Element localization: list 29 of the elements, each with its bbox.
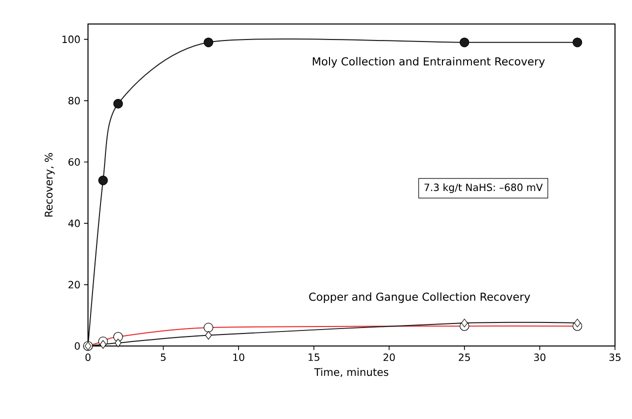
x-tick-label: 10 [233,354,244,362]
point [100,340,106,349]
point [460,38,470,48]
annotation: Copper and Gangue Collection Recovery [309,292,530,304]
x-tick-label: 15 [308,354,320,361]
point [114,338,122,348]
point [574,318,581,328]
annotation: Moly Collection and Entrainment Recovery [312,57,545,68]
x-tick-label: 0 [85,354,91,362]
y-tick-label: 20 [68,280,80,288]
x-axis-title: Time, minutes [314,368,388,378]
point [205,330,212,340]
x-tick-label: 5 [160,354,166,361]
x-tick-label: 35 [609,354,620,362]
y-axis-title: Recovery, % [44,153,55,217]
point [113,98,123,109]
point [204,38,214,48]
annotation: 7.3 kg/t NaHS: –680 mV [424,183,543,194]
y-tick-label: 60 [68,158,80,166]
y-tick-label: 80 [68,96,80,104]
x-tick-label: 20 [384,354,395,362]
x-tick-label: 30 [534,354,546,362]
point [98,176,108,186]
x-tick-label: 25 [458,354,470,362]
y-tick-label: 0 [74,342,80,350]
y-tick-label: 40 [68,220,80,228]
y-tick-label: 100 [62,36,80,44]
point [461,318,468,328]
point [572,38,582,48]
